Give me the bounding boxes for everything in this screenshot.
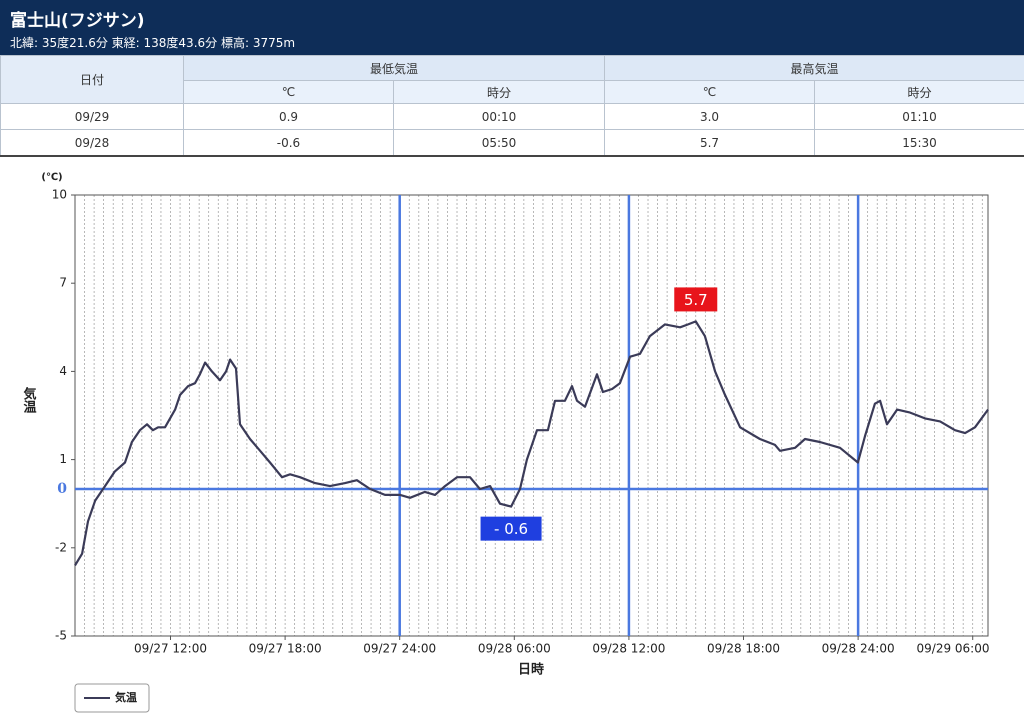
page-title: 富士山(フジサン) xyxy=(10,11,145,31)
group-header: 最高気温 xyxy=(604,55,1024,81)
legend-label: 気温 xyxy=(115,690,137,704)
y-tick-label: -5 xyxy=(55,629,67,643)
x-tick-label: 09/27 24:00 xyxy=(363,642,436,656)
line-series xyxy=(74,320,989,566)
x-tick-label: 09/27 18:00 xyxy=(249,642,322,656)
y-unit-label: (℃) xyxy=(41,172,62,183)
annotation-label: 5.7 xyxy=(684,291,708,309)
x-tick-label: 09/27 12:00 xyxy=(134,642,207,656)
x-tick-label: 09/28 24:00 xyxy=(822,642,895,656)
table-cell: 01:10 xyxy=(814,103,1024,130)
y-axis-label: 気温 xyxy=(21,386,37,414)
summary-table: 日付 最低気温 最高気温 ℃ 時分 ℃ 時分 09/29 0.9 00:10 3… xyxy=(0,55,1024,157)
plot-frame xyxy=(74,194,989,637)
group-header: 最低気温 xyxy=(182,55,606,81)
y-tick-label: 0 xyxy=(57,481,67,497)
page-header: 富士山(フジサン) 北緯: 35度21.6分 東経: 138度43.6分 標高:… xyxy=(0,0,1024,55)
page-subtitle: 北緯: 35度21.6分 東経: 138度43.6分 標高: 3775m xyxy=(10,36,296,50)
chart: (℃) 気温 日時 09/27 12:00 09/27 18:00 09/27 24… xyxy=(21,172,990,713)
annotation-box xyxy=(674,287,718,312)
column-header: ℃ xyxy=(604,80,816,104)
column-header: ℃ xyxy=(183,80,394,104)
x-tick-label: 09/28 06:00 xyxy=(478,642,551,656)
table-cell: 05:50 xyxy=(392,129,606,157)
y-tick-label: 7 xyxy=(59,276,67,290)
table-cell: 09/28 xyxy=(0,129,184,157)
table-cell: 09/29 xyxy=(0,103,184,130)
y-tick-label: 4 xyxy=(59,364,67,378)
y-tick-label: -2 xyxy=(55,540,67,554)
x-tick-label: 09/28 18:00 xyxy=(707,642,780,656)
annotation-label: - 0.6 xyxy=(494,520,528,538)
table-cell: 3.0 xyxy=(604,103,816,130)
y-tick-label: 10 xyxy=(52,188,67,202)
x-tick-label: 09/28 12:00 xyxy=(592,642,665,656)
table-cell: 0.9 xyxy=(183,103,394,130)
column-header: 時分 xyxy=(814,80,1024,104)
y-tick-label: 1 xyxy=(59,452,67,466)
x-tick-label: 09/29 06:00 xyxy=(917,642,990,656)
table-cell: 00:10 xyxy=(392,103,606,130)
x-axis-label: 日時 xyxy=(518,662,544,678)
table-cell: 15:30 xyxy=(814,129,1024,157)
column-header: 日付 xyxy=(0,55,184,104)
column-header: 時分 xyxy=(392,80,606,104)
annotation-box xyxy=(480,516,542,541)
table-cell: -0.6 xyxy=(183,129,394,157)
table-cell: 5.7 xyxy=(604,129,816,157)
legend-box xyxy=(74,683,150,713)
